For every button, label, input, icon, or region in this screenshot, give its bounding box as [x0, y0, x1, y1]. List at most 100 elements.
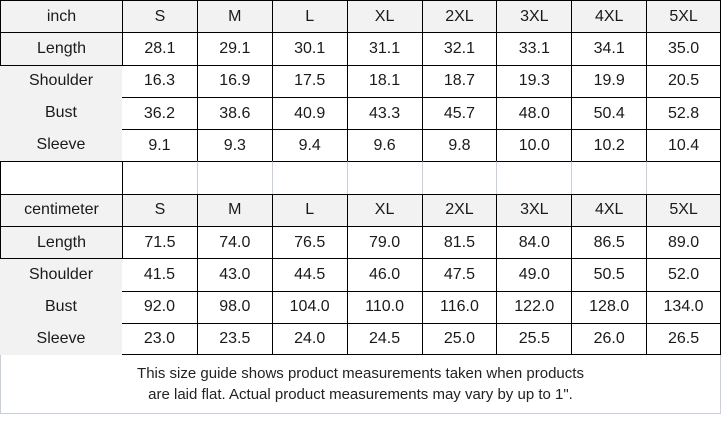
- spacer-cell: [0, 161, 122, 194]
- value-cell: 19.3: [496, 64, 572, 97]
- spacer-row: [0, 161, 721, 194]
- row-label-cell: Bust: [0, 96, 122, 130]
- value-cell: 9.4: [271, 129, 347, 162]
- spacer-cell: [271, 161, 347, 194]
- value-cell: 52.0: [646, 258, 721, 291]
- value-cell: 50.4: [571, 96, 647, 130]
- value-cell: 25.0: [421, 322, 497, 356]
- row-label-cell: Bust: [0, 290, 122, 323]
- size-header-cell: 2XL: [421, 0, 497, 33]
- footer-note-line1: This size guide shows product measuremen…: [137, 364, 584, 382]
- value-cell: 25.5: [496, 322, 572, 356]
- spacer-cell: [196, 161, 272, 194]
- row-label-cell: Shoulder: [0, 64, 122, 97]
- row-label-cell: Sleeve: [0, 129, 122, 162]
- value-cell: 134.0: [646, 290, 721, 323]
- value-cell: 26.5: [646, 322, 721, 356]
- spacer-cell: [571, 161, 647, 194]
- value-cell: 24.5: [346, 322, 422, 356]
- table-row-sleeve-cm: Sleeve 23.0 23.5 24.0 24.5 25.0 25.5 26.…: [0, 322, 721, 356]
- value-cell: 29.1: [196, 32, 272, 65]
- value-cell: 16.9: [196, 64, 272, 97]
- value-cell: 23.5: [196, 322, 272, 356]
- value-cell: 71.5: [122, 226, 197, 259]
- value-cell: 36.2: [122, 96, 197, 129]
- size-header-cell: 5XL: [646, 193, 721, 227]
- table-row-shoulder-cm: Shoulder 41.5 43.0 44.5 46.0 47.5 49.0 5…: [0, 258, 721, 291]
- value-cell: 31.1: [346, 32, 422, 65]
- row-label-cell: Shoulder: [0, 258, 122, 291]
- value-cell: 10.4: [646, 129, 721, 162]
- size-header-cell: 2XL: [421, 193, 497, 227]
- value-cell: 9.3: [196, 129, 272, 162]
- table-row-inch-header: inch S M L XL 2XL 3XL 4XL 5XL: [0, 0, 721, 33]
- value-cell: 49.0: [496, 258, 572, 291]
- value-cell: 35.0: [646, 32, 721, 65]
- spacer-cell: [122, 161, 197, 194]
- value-cell: 18.7: [421, 64, 497, 97]
- value-cell: 20.5: [646, 64, 721, 97]
- value-cell: 10.2: [571, 129, 647, 162]
- value-cell: 18.1: [346, 64, 422, 97]
- value-cell: 92.0: [122, 290, 197, 323]
- row-label-cell: Sleeve: [0, 322, 122, 356]
- value-cell: 104.0: [271, 290, 347, 323]
- unit-header-cell: centimeter: [0, 193, 122, 227]
- value-cell: 79.0: [346, 226, 422, 259]
- size-header-cell: XL: [346, 193, 422, 227]
- value-cell: 122.0: [496, 290, 572, 323]
- value-cell: 46.0: [346, 258, 422, 291]
- size-header-cell: L: [271, 193, 347, 227]
- value-cell: 98.0: [196, 290, 272, 323]
- value-cell: 28.1: [122, 32, 197, 65]
- value-cell: 43.0: [196, 258, 272, 291]
- value-cell: 48.0: [496, 96, 572, 130]
- table-row-length-inch: Length 28.1 29.1 30.1 31.1 32.1 33.1 34.…: [0, 32, 721, 65]
- value-cell: 81.5: [421, 226, 497, 259]
- value-cell: 32.1: [421, 32, 497, 65]
- value-cell: 33.1: [496, 32, 572, 65]
- table-row-bust-inch: Bust 36.2 38.6 40.9 43.3 45.7 48.0 50.4 …: [0, 96, 721, 130]
- size-header-cell: L: [271, 0, 347, 33]
- value-cell: 44.5: [271, 258, 347, 291]
- value-cell: 76.5: [271, 226, 347, 259]
- value-cell: 47.5: [421, 258, 497, 291]
- value-cell: 34.1: [571, 32, 647, 65]
- value-cell: 9.6: [346, 129, 422, 162]
- value-cell: 17.5: [271, 64, 347, 97]
- value-cell: 26.0: [571, 322, 647, 356]
- footer-note: This size guide shows product measuremen…: [0, 355, 721, 415]
- value-cell: 128.0: [571, 290, 647, 323]
- size-header-cell: XL: [346, 0, 422, 33]
- value-cell: 52.8: [646, 96, 721, 130]
- row-label-cell: Length: [0, 32, 122, 65]
- value-cell: 116.0: [421, 290, 497, 323]
- size-header-cell: M: [196, 0, 272, 33]
- value-cell: 16.3: [122, 64, 197, 97]
- size-header-cell: 5XL: [646, 0, 721, 33]
- value-cell: 40.9: [271, 96, 347, 130]
- value-cell: 38.6: [196, 96, 272, 130]
- size-header-cell: 4XL: [571, 0, 647, 33]
- value-cell: 89.0: [646, 226, 721, 259]
- value-cell: 50.5: [571, 258, 647, 291]
- value-cell: 84.0: [496, 226, 572, 259]
- value-cell: 86.5: [571, 226, 647, 259]
- value-cell: 19.9: [571, 64, 647, 97]
- value-cell: 45.7: [421, 96, 497, 130]
- size-header-cell: 4XL: [571, 193, 647, 227]
- table-row-sleeve-inch: Sleeve 9.1 9.3 9.4 9.6 9.8 10.0 10.2 10.…: [0, 129, 721, 162]
- spacer-cell: [421, 161, 497, 194]
- value-cell: 110.0: [346, 290, 422, 323]
- size-header-cell: M: [196, 193, 272, 227]
- value-cell: 23.0: [122, 322, 197, 356]
- value-cell: 43.3: [346, 96, 422, 130]
- size-header-cell: 3XL: [496, 0, 572, 33]
- value-cell: 9.1: [122, 129, 197, 161]
- spacer-cell: [496, 161, 572, 194]
- table-row-bust-cm: Bust 92.0 98.0 104.0 110.0 116.0 122.0 1…: [0, 290, 721, 323]
- value-cell: 30.1: [271, 32, 347, 65]
- size-header-cell: 3XL: [496, 193, 572, 227]
- table-row-length-cm: Length 71.5 74.0 76.5 79.0 81.5 84.0 86.…: [0, 226, 721, 259]
